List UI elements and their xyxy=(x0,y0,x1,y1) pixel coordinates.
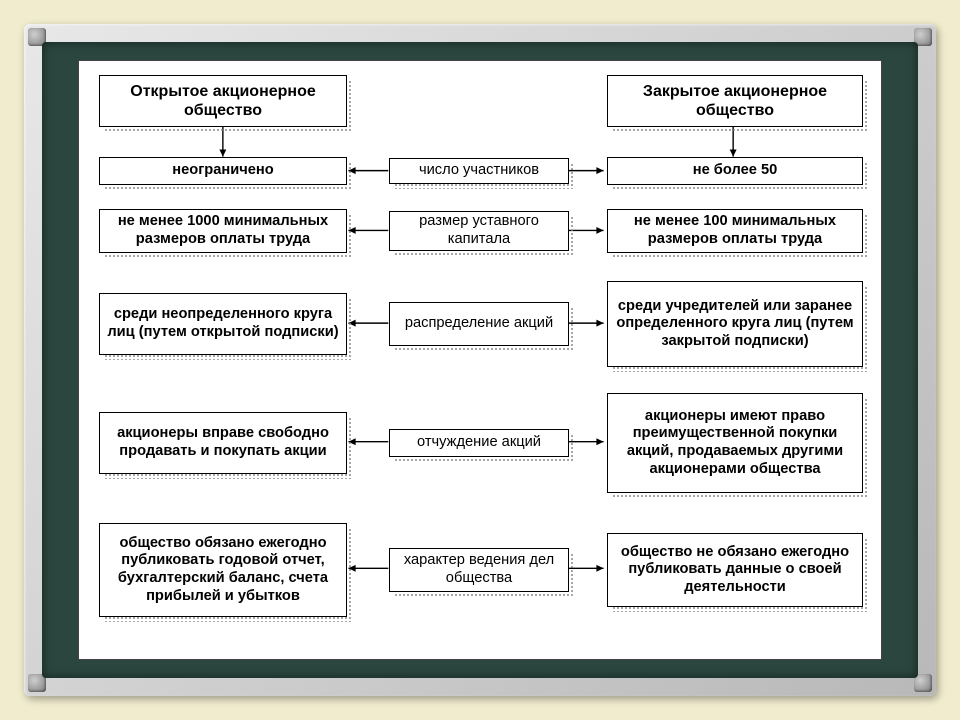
row-4-center: характер ведения дел общества xyxy=(389,548,569,592)
header-open-jsc: Открытое акционерное общество xyxy=(99,75,347,127)
row-2-center: распределение акций xyxy=(389,302,569,346)
row-0-center: число участников xyxy=(389,158,569,184)
row-3-center: отчуждение акций xyxy=(389,429,569,457)
box-label: распределение акций xyxy=(396,315,562,333)
box-label: общество обязано ежегодно публиковать го… xyxy=(106,535,340,605)
row-3-right: акционеры имеют право преимущественной п… xyxy=(607,393,863,493)
whiteboard-surface: Открытое акционерное общество Закрытое ак… xyxy=(42,42,918,678)
box-label: не более 50 xyxy=(614,162,856,180)
box-label: Открытое акционерное общество xyxy=(106,82,340,120)
box-label: среди учредителей или заранее определенн… xyxy=(614,298,856,351)
box-label: общество не обязано ежегодно публиковать… xyxy=(614,544,856,597)
box-label: неограничено xyxy=(106,162,340,180)
row-1-right: не менее 100 минимальных размеров оплаты… xyxy=(607,209,863,253)
whiteboard-frame: Открытое акционерное общество Закрытое ак… xyxy=(24,24,936,696)
box-label: размер уставного капитала xyxy=(396,213,562,248)
row-3-left: акционеры вправе свободно продавать и по… xyxy=(99,412,347,474)
box-label: не менее 100 минимальных размеров оплаты… xyxy=(614,213,856,248)
box-label: среди неопределенного круга лиц (путем о… xyxy=(106,306,340,341)
row-2-left: среди неопределенного круга лиц (путем о… xyxy=(99,293,347,355)
header-closed-jsc: Закрытое акционерное общество xyxy=(607,75,863,127)
box-label: отчуждение акций xyxy=(396,434,562,452)
row-0-right: не более 50 xyxy=(607,157,863,185)
page-background: Открытое акционерное общество Закрытое ак… xyxy=(0,0,960,720)
box-label: число участников xyxy=(396,162,562,180)
row-2-right: среди учредителей или заранее определенн… xyxy=(607,281,863,367)
box-label: не менее 1000 минимальных размеров оплат… xyxy=(106,213,340,248)
box-label: акционеры вправе свободно продавать и по… xyxy=(106,425,340,460)
row-1-center: размер уставного капитала xyxy=(389,211,569,251)
box-label: характер ведения дел общества xyxy=(396,552,562,587)
row-0-left: неограничено xyxy=(99,157,347,185)
box-label: акционеры имеют право преимущественной п… xyxy=(614,408,856,478)
box-label: Закрытое акционерное общество xyxy=(614,82,856,120)
diagram-sheet: Открытое акционерное общество Закрытое ак… xyxy=(78,60,882,660)
row-1-left: не менее 1000 минимальных размеров оплат… xyxy=(99,209,347,253)
row-4-left: общество обязано ежегодно публиковать го… xyxy=(99,523,347,617)
row-4-right: общество не обязано ежегодно публиковать… xyxy=(607,533,863,607)
